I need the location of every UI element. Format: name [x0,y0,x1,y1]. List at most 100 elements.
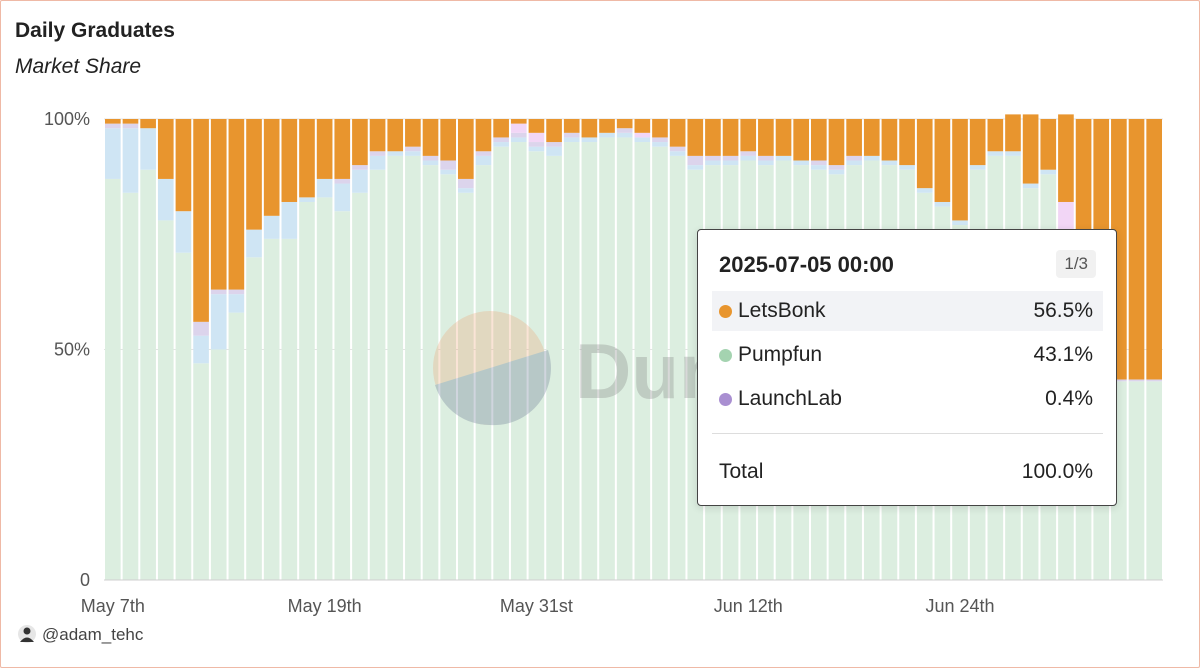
bar-segment-other [493,142,509,147]
bar-segment-launchlab [669,146,686,152]
bar-segment-pumpfun [263,238,280,581]
bar-segment-pumpfun [669,155,686,580]
bar-segment-pumpfun [228,312,245,580]
tooltip-total-value: 100.0% [1021,460,1093,483]
author-handle[interactable]: @adam_tehc [42,625,144,644]
bar-segment-other [669,151,686,156]
bar-segment-launchlab [1146,379,1162,382]
bar-segment-letsbonk [1075,119,1092,235]
bar-segment-other [934,201,951,207]
y-tick-label: 0 [80,570,90,590]
bar-segment-letsbonk [1058,114,1074,202]
bar-segment-pumpfun [510,142,527,581]
bar-segment-letsbonk [263,119,280,216]
bar-segment-launchlab [210,289,227,295]
bar-segment-launchlab [193,321,209,336]
bar-segment-letsbonk [175,119,192,212]
bar-segment-extra [528,132,545,143]
bar-segment-other [263,215,280,239]
bar-segment-other [369,155,386,170]
bar-segment-letsbonk [634,119,651,133]
bar-segment-pumpfun [1128,381,1145,580]
bar-segment-other [316,178,333,198]
bar-segment-other [1040,169,1057,175]
bar-segment-other [193,335,209,364]
bar-segment-letsbonk [1093,119,1110,249]
legend-dot-letsbonk [719,305,732,318]
bar-segment-letsbonk [546,119,562,143]
bar-segment-letsbonk [811,119,827,161]
bar-segment-other [634,137,651,143]
bar-segment-other [740,155,757,161]
bar-segment-other [793,160,809,166]
bar-segment-letsbonk [687,119,704,156]
bar-segment-other [652,142,668,147]
bar-segment-other [846,160,862,166]
bar-segment-other [758,160,774,166]
bar-segment-other [811,165,827,170]
bar-segment-pumpfun [193,363,209,580]
bar-segment-pumpfun [634,142,651,581]
bar-segment-extra [510,123,527,133]
bar-segment-other [952,220,968,226]
bar-segment-other [299,197,315,202]
bar-segment-letsbonk [510,119,527,124]
tooltip-row-letsbonk: LetsBonk 56.5% [712,291,1103,331]
bar-segment-letsbonk [899,119,915,166]
bar-segment-launchlab [352,165,368,170]
bar-segment-other [1005,151,1021,156]
bar-segment-letsbonk [334,119,351,179]
bar-segment-launchlab [616,128,633,133]
bar-segment-letsbonk [793,119,809,161]
bar-segment-launchlab [122,123,139,129]
y-tick-label: 100% [44,109,90,129]
bar-segment-launchlab [687,155,704,166]
bar-segment-letsbonk [422,119,439,156]
bar-segment-letsbonk [105,119,121,124]
bar-segment-pumpfun [105,178,121,580]
bar-segment-launchlab [740,151,757,156]
bar-segment-letsbonk [493,119,509,138]
bar-segment-pumpfun [422,165,439,580]
x-tick-label: May 31st [500,596,573,616]
bar-segment-letsbonk [352,119,368,166]
bar-segment-letsbonk [881,119,898,161]
bar-segment-other [140,128,156,170]
tooltip-row-value: 0.4% [1045,387,1093,410]
bar-segment-other [228,294,245,313]
bar-segment-letsbonk [669,119,686,147]
bar-segment-letsbonk [1005,114,1021,152]
bar-segment-other [122,128,139,193]
bar-segment-pumpfun [528,151,545,580]
bar-segment-pumpfun [405,155,421,580]
bar-segment-letsbonk [210,119,227,290]
tooltip-pagination[interactable]: 1/3 [1056,250,1096,278]
bar-segment-pumpfun [599,137,615,580]
chart-title: Daily Graduates [15,19,175,42]
bar-segment-launchlab [422,155,439,161]
bar-segment-letsbonk [528,119,545,133]
bar-segment-other [352,169,368,193]
bar-segment-letsbonk [722,119,739,156]
bar-segment-launchlab [458,178,474,189]
bar-segment-other [581,137,598,143]
tooltip-row-name: LaunchLab [738,387,842,410]
bar-segment-pumpfun [316,197,333,580]
bar-segment-other [528,146,545,152]
chart-tooltip: 2025-07-05 00:00 1/3 LetsBonk 56.5% Pump… [697,229,1117,506]
bar-segment-pumpfun [175,252,192,580]
bar-segment-other [105,128,121,179]
bar-segment-pumpfun [387,155,404,580]
bar-segment-other [616,132,633,138]
tooltip-date: 2025-07-05 00:00 [719,252,894,277]
bar-segment-launchlab [1111,379,1127,382]
bar-segment-letsbonk [740,119,757,152]
legend-dot-launchlab [719,393,732,406]
bar-segment-letsbonk [846,119,862,156]
bar-segment-pumpfun [546,155,562,580]
bar-segment-pumpfun [246,257,262,580]
bar-segment-launchlab [334,178,351,184]
bar-segment-letsbonk [1128,119,1145,380]
bar-segment-letsbonk [122,119,139,124]
avatar-icon [18,625,36,643]
